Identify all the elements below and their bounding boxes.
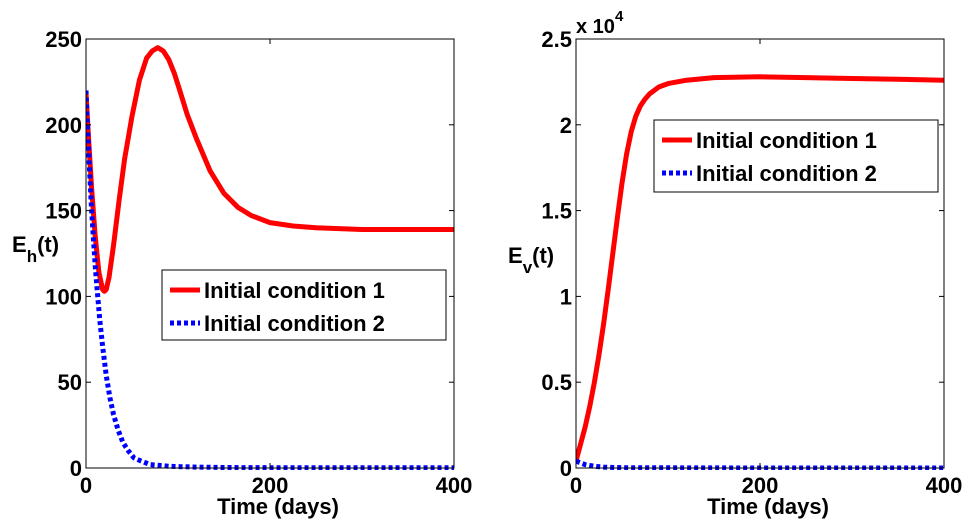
y-tick-label: 100	[45, 284, 82, 309]
x-tick-label: 0	[80, 473, 92, 498]
y-tick-label: 2	[560, 113, 572, 138]
x-axis-label: Time (days)	[217, 494, 339, 519]
legend: Initial condition 1 Initial condition 2	[161, 269, 447, 341]
axes-box	[575, 38, 945, 469]
y-tick-label: 200	[45, 113, 82, 138]
x-tick-label: 200	[252, 473, 289, 498]
x-tick-label: 400	[436, 473, 473, 498]
chart-eh: 0 50 100 150 200 250 0 200 400 Time (days) Eh(t) In…	[12, 27, 472, 519]
y-tick-label: 0.5	[541, 370, 572, 395]
x-axis-label: Time (days)	[707, 494, 829, 519]
x-tick-label: 400	[926, 473, 963, 498]
series-line-1	[86, 45, 454, 294]
series-line-2	[86, 90, 454, 470]
y-tick-label: 0	[560, 456, 572, 481]
exponent-label: x 104	[576, 8, 624, 38]
legend: Initial condition 1 Initial condition 2	[653, 119, 939, 193]
legend-entry-2: Initial condition 2	[204, 311, 385, 336]
y-tick-label: 150	[45, 199, 82, 224]
y-axis-label: Ev(t)	[508, 243, 554, 277]
y-tick-label: 0	[70, 456, 82, 481]
series-line-2	[576, 458, 944, 470]
y-tick-label: 1.5	[541, 199, 572, 224]
legend-entry-1: Initial condition 1	[696, 128, 877, 153]
legend-entry-2: Initial condition 2	[696, 161, 877, 186]
legend-box	[161, 269, 447, 341]
y-tick-label: 1	[560, 284, 572, 309]
y-tick-label: 2.5	[541, 27, 572, 52]
axes-box	[85, 38, 455, 469]
legend-entry-1: Initial condition 1	[204, 278, 385, 303]
series-line-1	[576, 74, 944, 464]
y-tick-label: 250	[45, 27, 82, 52]
x-tick-label: 200	[742, 473, 779, 498]
x-tick-label: 0	[570, 473, 582, 498]
y-tick-label: 50	[58, 370, 82, 395]
chart-ev: 0 0.5 1 1.5 2 2.5 0 200 400 Time (days) Ev(t) x 104…	[508, 8, 962, 519]
legend-box	[653, 119, 939, 193]
y-axis-label: Eh(t)	[12, 232, 59, 266]
